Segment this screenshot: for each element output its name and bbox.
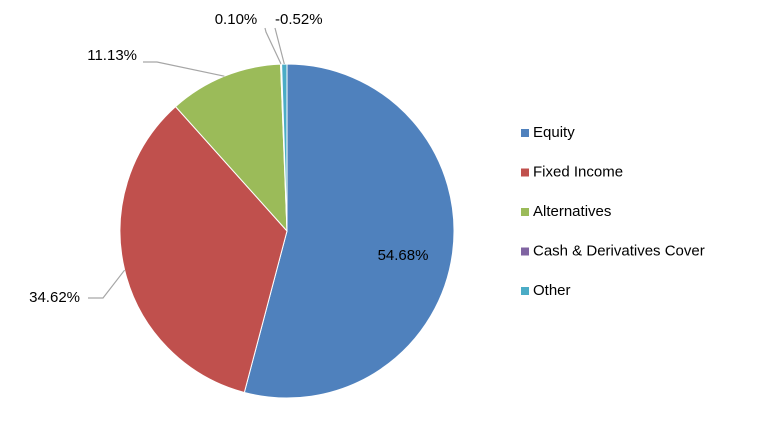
data-label: 34.62% [29, 289, 80, 306]
legend-swatch [521, 168, 529, 177]
data-label: 11.13% [87, 47, 137, 64]
data-label: 54.68% [378, 247, 429, 264]
pie-slice [174, 63, 288, 233]
data-label: -0.52% [275, 11, 323, 28]
legend-label: Fixed Income [533, 163, 623, 180]
legend-label: Alternatives [533, 203, 611, 220]
leader-line [264, 27, 282, 65]
legend-label: Equity [533, 124, 575, 141]
leader-line [88, 269, 126, 299]
pie-slice [243, 63, 455, 399]
data-label: 0.10% [215, 11, 258, 28]
legend-swatch [521, 129, 529, 137]
leader-line [274, 27, 285, 65]
legend-label: Other [533, 282, 571, 299]
legend-swatch [521, 287, 529, 295]
legend-label: Cash & Derivatives Cover [533, 242, 705, 259]
leader-line [143, 61, 225, 77]
legend-swatch [521, 208, 529, 216]
legend-swatch [521, 247, 529, 256]
